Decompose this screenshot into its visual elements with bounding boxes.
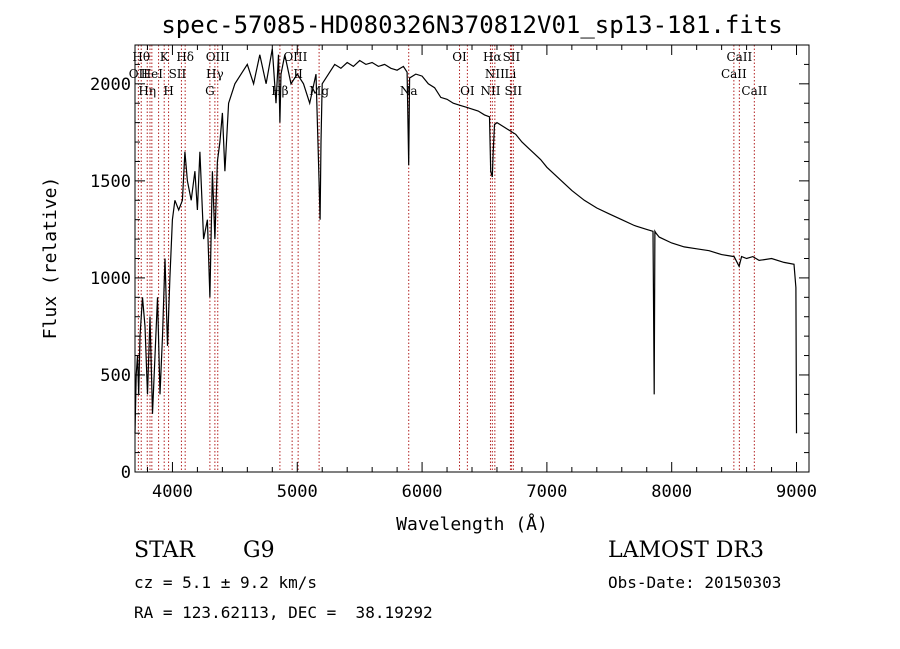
spectral-line-label: H xyxy=(163,84,173,98)
spectral-line-label: Mg xyxy=(309,84,329,98)
spectral-line-label: Hδ xyxy=(176,50,194,64)
spectral-line-label: II xyxy=(293,67,303,81)
y-tick-label: 1000 xyxy=(90,269,131,289)
obs-date-text: Obs-Date: 20150303 xyxy=(608,573,782,592)
survey-name: LAMOST DR3 xyxy=(608,538,764,563)
spectral-line-label: OIII xyxy=(283,50,307,64)
y-tick-label: 2000 xyxy=(90,75,131,95)
spectral-line-label: OIII xyxy=(206,50,230,64)
spectral-line-label: Hβ xyxy=(271,84,288,98)
spectral-line-label: OII xyxy=(129,67,149,81)
chart-title: spec-57085-HD080326N370812V01_sp13-181.f… xyxy=(161,11,782,39)
spectral-line-label: Na xyxy=(400,84,418,98)
spectrum-line xyxy=(134,48,798,434)
spectral-line-label: NII xyxy=(485,67,505,81)
spectral-line-label: Li xyxy=(505,67,517,81)
line-marker-layer xyxy=(137,45,755,472)
axes-layer: 4000 5000 6000 7000 8000 9000 0 500 1000 1500 2000 xyxy=(90,44,817,502)
x-tick-label: 9000 xyxy=(776,482,817,502)
spectral-line-label: HeI xyxy=(141,67,164,81)
object-subclass: G9 xyxy=(243,538,275,563)
spectral-line-label: NII xyxy=(480,84,500,98)
object-class: STAR xyxy=(134,538,195,563)
y-tick-label: 500 xyxy=(100,366,131,386)
spectral-line-label: K xyxy=(160,50,170,64)
spectral-line-label: CaII xyxy=(721,67,747,81)
spectral-line-label: CaII xyxy=(741,84,767,98)
spectral-line-label: OI xyxy=(460,84,475,98)
x-tick-label: 5000 xyxy=(277,482,318,502)
y-tick-label: 0 xyxy=(121,463,131,483)
x-tick-label: 6000 xyxy=(402,482,443,502)
coordinates-text: RA = 123.62113, DEC = 38.19292 xyxy=(134,603,433,622)
y-tick-label: 1500 xyxy=(90,172,131,192)
x-tick-label: 4000 xyxy=(152,482,193,502)
spectral-line-label: OI xyxy=(452,50,467,64)
x-tick-label: 7000 xyxy=(526,482,567,502)
series-layer xyxy=(134,48,798,434)
spectral-line-label: Hα xyxy=(483,50,502,64)
spectral-line-label: SII xyxy=(169,67,187,81)
spectral-line-label: SII xyxy=(503,50,521,64)
x-axis-label: Wavelength (Å) xyxy=(396,513,548,535)
x-tick-label: 8000 xyxy=(651,482,692,502)
spectral-line-label: SII xyxy=(504,84,522,98)
redshift-text: cz = 5.1 ± 9.2 km/s xyxy=(134,573,318,592)
spectral-line-label: Hγ xyxy=(206,67,224,81)
spectral-line-label: Hη xyxy=(138,84,156,98)
spectral-line-label: G xyxy=(205,84,215,98)
spectral-line-label: Hθ xyxy=(132,50,150,64)
y-axis-label: Flux (relative) xyxy=(40,177,61,340)
spectral-line-label: CaII xyxy=(726,50,752,64)
